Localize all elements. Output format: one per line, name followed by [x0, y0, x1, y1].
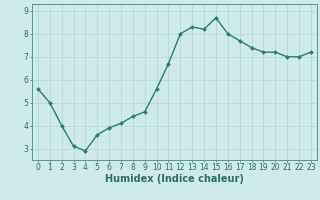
- X-axis label: Humidex (Indice chaleur): Humidex (Indice chaleur): [105, 174, 244, 184]
